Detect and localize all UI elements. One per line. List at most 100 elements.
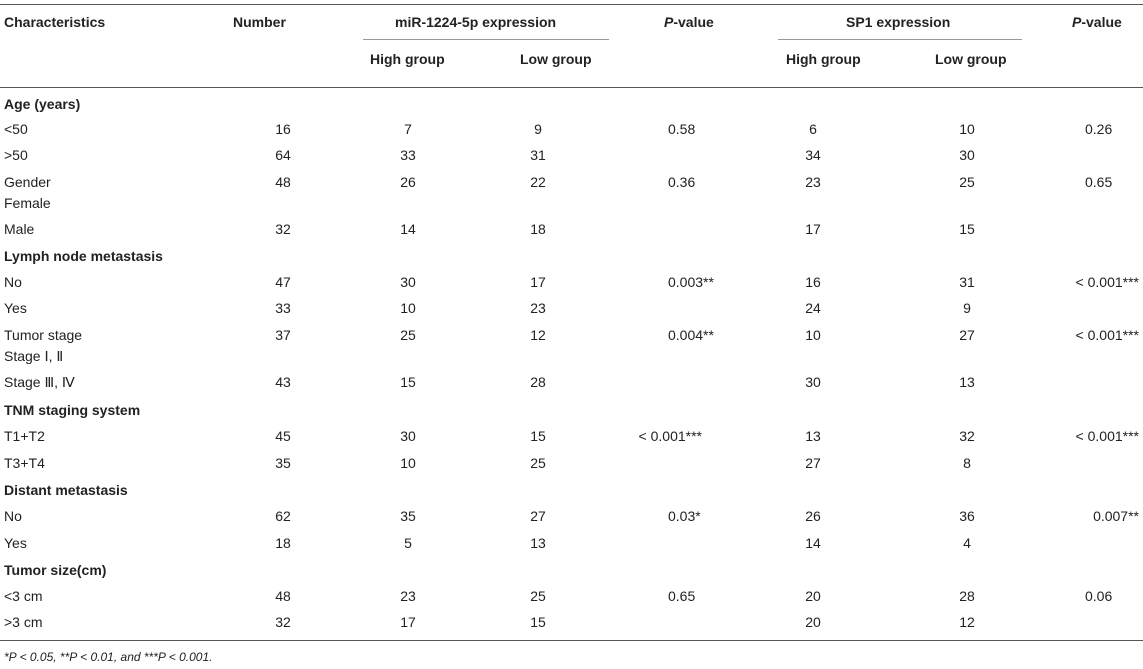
table-cell: 25 [530,455,546,471]
table-cell: 0.58 [668,121,696,137]
table-cell: 23 [805,174,821,190]
table-cell: 4 [963,535,971,551]
table-cell: 12 [530,327,546,343]
table-cell: 18 [530,221,546,237]
table-row: Yes 18 5 13 14 4 [0,535,1143,561]
table-cell: 0.004** [668,327,714,343]
header-mir-low: Low group [520,51,592,67]
table-cell: 17 [530,274,546,290]
table-cell: 17 [805,221,821,237]
table-cell: 45 [275,428,291,444]
table-cell: 10 [805,327,821,343]
table-cell: 30 [959,147,975,163]
table-cell: 0.26 [1085,121,1113,137]
table-cell: 0.06 [1085,588,1113,604]
table-cell: Stage Ⅲ, Ⅳ [4,374,75,390]
table-cell: 15 [530,614,546,630]
table-cell: 13 [959,374,975,390]
table-cell: 22 [530,174,546,190]
table-cell: 18 [275,535,291,551]
table-cell: 33 [275,300,291,316]
table-cell: 48 [275,174,291,190]
table-cell: 17 [400,614,416,630]
table-cell: 10 [400,455,416,471]
table-cell: 28 [959,588,975,604]
table-row: Male 32 14 18 17 15 [0,221,1143,247]
table-cell: 27 [959,327,975,343]
table-cell: 20 [805,614,821,630]
table-cell: 10 [959,121,975,137]
table-cell: Tumor stage [4,327,83,343]
table-cell: 36 [959,508,975,524]
table-cell: 23 [400,588,416,604]
row-label-stage-1-2: Stage Ⅰ, Ⅱ [4,348,64,364]
table-cell: 0.65 [668,588,696,604]
table-cell: 48 [275,588,291,604]
table-cell: 13 [530,535,546,551]
table-cell: 30 [400,274,416,290]
footnote: *P < 0.05, **P < 0.01, and ***P < 0.001. [4,650,213,664]
table-row: Tumor stage 37 25 12 0.004** 10 27 < 0.0… [0,327,1143,353]
table-row: Stage Ⅲ, Ⅳ 43 15 28 30 13 [0,374,1143,400]
table-row: T3+T4 35 10 25 27 8 [0,455,1143,481]
table-row: No 47 30 17 0.003** 16 31 < 0.001*** [0,274,1143,300]
table-cell: 32 [275,614,291,630]
table-cell: 27 [805,455,821,471]
table-cell: Yes [4,300,27,316]
table-cell: 64 [275,147,291,163]
table-cell: >3 cm [4,614,43,630]
table-cell: 62 [275,508,291,524]
table-cell: 15 [530,428,546,444]
table-cell: 24 [805,300,821,316]
table-cell: 9 [963,300,971,316]
table-cell: 32 [959,428,975,444]
table-row: >3 cm 32 17 15 20 12 [0,614,1143,640]
section-tnm: TNM staging system [4,402,141,418]
table-row: <50 16 7 9 0.58 6 10 0.26 [0,121,1143,147]
header-sp1-high: High group [786,51,861,67]
table-cell: 16 [275,121,291,137]
table-cell: 35 [400,508,416,524]
table-cell: 0.007** [1093,508,1139,524]
table-cell: 16 [805,274,821,290]
table-cell: 47 [275,274,291,290]
table-cell: 0.003** [668,274,714,290]
header-p-value-2: P-value [1072,14,1122,30]
mir-group-rule [363,39,609,40]
section-distant: Distant metastasis [4,482,128,498]
table-cell: Gender [4,174,51,190]
header-mir-expression: miR-1224-5p expression [395,14,557,30]
table-cell: 0.36 [668,174,696,190]
header-rule [0,87,1143,88]
table-cell: >50 [4,147,28,163]
header-characteristics: Characteristics [4,14,106,30]
table-cell: 25 [959,174,975,190]
table-cell: 23 [530,300,546,316]
table-cell: 15 [959,221,975,237]
table-cell: 5 [404,535,412,551]
table-row: No 62 35 27 0.03* 26 36 0.007** [0,508,1143,534]
table-cell: 30 [400,428,416,444]
table-cell: 14 [400,221,416,237]
table-cell: 20 [805,588,821,604]
table-cell: 35 [275,455,291,471]
table-row: T1+T2 45 30 15 < 0.001*** 13 32 < 0.001*… [0,428,1143,454]
table-cell: 0.65 [1085,174,1113,190]
table-cell: 7 [404,121,412,137]
table-cell: <50 [4,121,28,137]
table-cell: No [4,274,22,290]
header-number: Number [233,14,286,30]
bottom-rule [0,640,1143,641]
header-p-value-1: P-value [664,14,714,30]
table-cell: <3 cm [4,588,43,604]
table-row: >50 64 33 31 34 30 [0,147,1143,173]
sp1-group-rule [778,39,1022,40]
table-cell: 26 [400,174,416,190]
table-cell: 34 [805,147,821,163]
table-cell: 15 [400,374,416,390]
table-cell: 31 [530,147,546,163]
table-cell: 8 [963,455,971,471]
header-sp1-expression: SP1 expression [846,14,951,30]
table-cell: 33 [400,147,416,163]
